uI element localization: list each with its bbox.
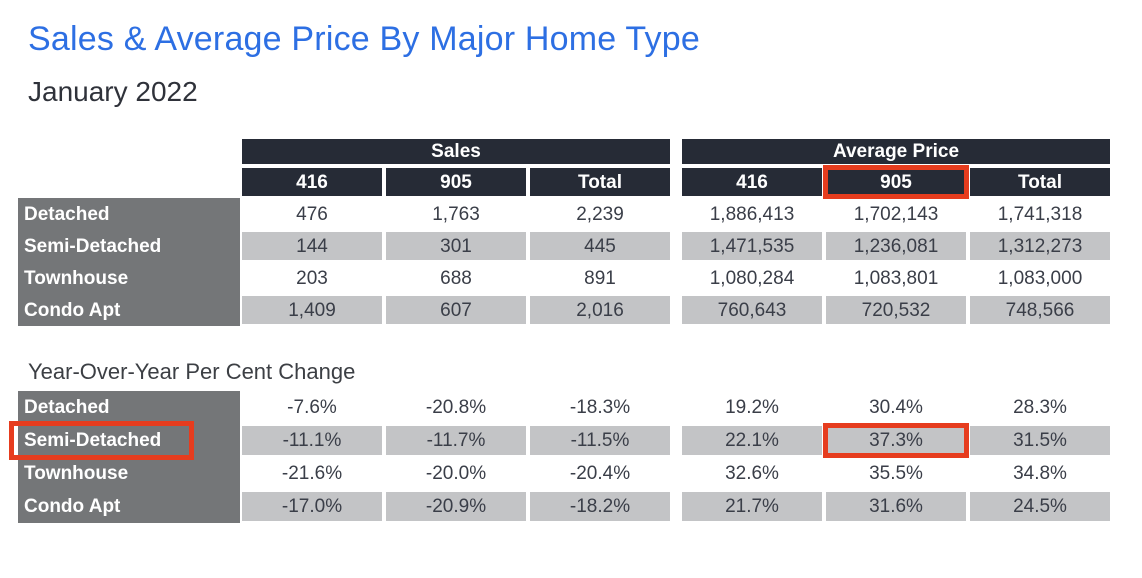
row-label: Semi-Detached (9, 421, 240, 460)
table-cell: -20.8% (384, 391, 528, 424)
table-cell: 1,741,318 (968, 198, 1112, 230)
table-cell: 301 (384, 230, 528, 262)
table-cell: -11.7% (384, 424, 528, 457)
table-cell: 2,239 (528, 198, 672, 230)
table-cell: 1,886,413 (680, 198, 824, 230)
table-cell: 445 (528, 230, 672, 262)
table-cell: 144 (240, 230, 384, 262)
table-cell: -20.0% (384, 457, 528, 490)
table-cell: -20.4% (528, 457, 672, 490)
corner-spacer (18, 137, 240, 166)
column-gap (672, 230, 680, 262)
table-cell: 1,312,273 (968, 230, 1112, 262)
corner-spacer (18, 166, 240, 198)
table-cell: 19.2% (680, 391, 824, 424)
row-label: Townhouse (18, 457, 240, 490)
column-gap (672, 294, 680, 326)
yoy-heading: Year-Over-Year Per Cent Change (28, 359, 356, 384)
table-cell: 688 (384, 262, 528, 294)
table-cell: 30.4% (824, 391, 968, 424)
table-cell: 31.6% (824, 490, 968, 523)
row-label: Condo Apt (18, 490, 240, 523)
table-cell: -21.6% (240, 457, 384, 490)
table-cell: 32.6% (680, 457, 824, 490)
row-label: Condo Apt (18, 294, 240, 326)
column-gap (672, 391, 680, 424)
table-cell: 760,643 (680, 294, 824, 326)
col-header-avg-total: Total (968, 166, 1112, 198)
group-header-sales: Sales (240, 137, 672, 166)
table-cell: 476 (240, 198, 384, 230)
row-label-text: Semi-Detached (24, 430, 162, 451)
column-gap (672, 490, 680, 523)
col-header-sales-905: 905 (384, 166, 528, 198)
table-cell: -11.1% (240, 424, 384, 457)
table-cell: -18.2% (528, 490, 672, 523)
table-cell: 891 (528, 262, 672, 294)
sales-average-price-table: Sales Average Price 416 905 Total 416 90… (18, 137, 1142, 326)
col-header-avg-905: 905 (823, 165, 969, 199)
table-cell: -20.9% (384, 490, 528, 523)
table-cell: 2,016 (528, 294, 672, 326)
column-gap (672, 198, 680, 230)
table-cell: 22.1% (680, 424, 824, 457)
table-cell: 748,566 (968, 294, 1112, 326)
col-header-avg-905-label: 905 (880, 171, 912, 193)
table-cell: -18.3% (528, 391, 672, 424)
column-gap (672, 262, 680, 294)
table-cell: 1,471,535 (680, 230, 824, 262)
table-cell: -7.6% (240, 391, 384, 424)
table-cell: 1,702,143 (824, 198, 968, 230)
col-header-sales-total: Total (528, 166, 672, 198)
table-cell: 24.5% (968, 490, 1112, 523)
table-cell: 21.7% (680, 490, 824, 523)
table-cell: -17.0% (240, 490, 384, 523)
table-cell: 28.3% (968, 391, 1112, 424)
table-cell: 1,409 (240, 294, 384, 326)
table-cell: 1,236,081 (824, 230, 968, 262)
column-gap (672, 166, 680, 198)
row-label: Detached (18, 198, 240, 230)
table-cell: 1,083,801 (824, 262, 968, 294)
col-header-avg-416: 416 (680, 166, 824, 198)
table-cell-text: 37.3% (869, 430, 923, 451)
table-cell: -11.5% (528, 424, 672, 457)
column-gap (672, 137, 680, 166)
table-cell: 31.5% (968, 424, 1112, 457)
table-cell: 203 (240, 262, 384, 294)
table-cell: 1,083,000 (968, 262, 1112, 294)
table-cell: 720,532 (824, 294, 968, 326)
row-label: Townhouse (18, 262, 240, 294)
table-cell: 34.8% (968, 457, 1112, 490)
yoy-percent-change-table: Detached -7.6% -20.8% -18.3% 19.2% 30.4%… (9, 391, 1142, 523)
row-label: Detached (18, 391, 240, 424)
col-header-sales-416: 416 (240, 166, 384, 198)
table-cell: 35.5% (824, 457, 968, 490)
page-subtitle: January 2022 (28, 76, 198, 107)
table-cell: 1,080,284 (680, 262, 824, 294)
table-cell: 37.3% (823, 423, 969, 458)
row-label: Semi-Detached (18, 230, 240, 262)
group-header-average-price: Average Price (680, 137, 1112, 166)
table-cell: 1,763 (384, 198, 528, 230)
table-cell: 607 (384, 294, 528, 326)
page-title: Sales & Average Price By Major Home Type (28, 20, 700, 58)
column-gap (672, 457, 680, 490)
column-gap (672, 424, 680, 457)
